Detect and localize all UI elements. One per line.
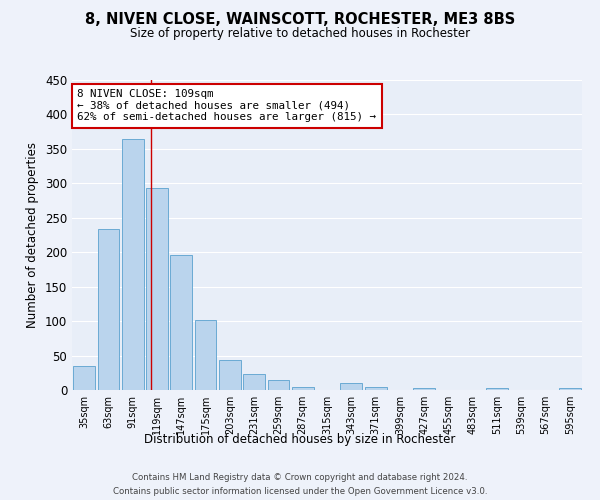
Text: 8, NIVEN CLOSE, WAINSCOTT, ROCHESTER, ME3 8BS: 8, NIVEN CLOSE, WAINSCOTT, ROCHESTER, ME… (85, 12, 515, 28)
Bar (340, 383, 362, 390)
Bar (486, 388, 508, 390)
Bar (292, 386, 314, 390)
Bar (194, 320, 217, 390)
Bar (559, 388, 581, 390)
Text: 8 NIVEN CLOSE: 109sqm
← 38% of detached houses are smaller (494)
62% of semi-det: 8 NIVEN CLOSE: 109sqm ← 38% of detached … (77, 90, 376, 122)
Bar (268, 380, 289, 390)
Bar (365, 386, 386, 390)
Bar (219, 360, 241, 390)
Text: Size of property relative to detached houses in Rochester: Size of property relative to detached ho… (130, 28, 470, 40)
Y-axis label: Number of detached properties: Number of detached properties (26, 142, 40, 328)
Bar (413, 388, 435, 390)
Bar (122, 138, 143, 390)
Bar (146, 188, 168, 390)
Bar (97, 229, 119, 390)
Bar (243, 374, 265, 390)
Text: Contains HM Land Registry data © Crown copyright and database right 2024.: Contains HM Land Registry data © Crown c… (132, 472, 468, 482)
Bar (170, 255, 192, 390)
Text: Distribution of detached houses by size in Rochester: Distribution of detached houses by size … (145, 432, 455, 446)
Bar (73, 366, 95, 390)
Text: Contains public sector information licensed under the Open Government Licence v3: Contains public sector information licen… (113, 488, 487, 496)
